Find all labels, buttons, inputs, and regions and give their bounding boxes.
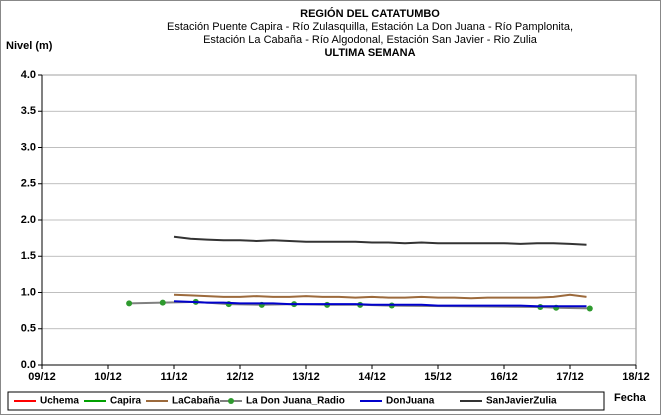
y-axis-label: Nivel (m)	[6, 40, 53, 52]
legend-label: La Don Juana_Radio	[246, 396, 345, 407]
series-line	[173, 235, 587, 246]
legend-marker	[228, 398, 234, 404]
legend-label: SanJavierZulia	[486, 396, 557, 407]
y-tick-label: 0.5	[21, 323, 36, 335]
legend-box	[7, 391, 605, 411]
x-tick-label: 09/12	[28, 371, 56, 383]
y-tick-label: 2.0	[21, 214, 36, 226]
y-tick-label: 4.0	[21, 69, 36, 81]
legend-label: Uchema	[40, 396, 79, 407]
chart-subtitle: Estación Puente Capira - Río Zulasquilla…	[167, 21, 573, 33]
y-tick-label: 3.5	[21, 105, 36, 117]
chart-subtitle: ULTIMA SEMANA	[324, 47, 415, 59]
x-tick-label: 11/12	[161, 371, 188, 383]
x-tick-label: 13/12	[292, 371, 320, 383]
x-tick-label: 14/12	[358, 371, 386, 383]
chart-title: REGIÓN DEL CATATUMBO	[300, 7, 440, 20]
x-tick-label: 18/12	[622, 371, 650, 383]
series-marker	[586, 305, 593, 312]
legend-label: Capira	[110, 396, 142, 407]
x-tick-label: 10/12	[94, 371, 122, 383]
y-tick-label: 1.0	[21, 286, 36, 298]
y-tick-label: 0.0	[21, 359, 36, 371]
legend-label: LaCabaña	[172, 396, 220, 407]
y-tick-label: 3.0	[21, 141, 36, 153]
series-marker	[126, 300, 133, 307]
y-tick-label: 1.5	[21, 250, 36, 262]
series-line	[173, 300, 587, 308]
x-axis-label: Fecha	[614, 392, 647, 404]
series-line	[173, 293, 587, 300]
x-tick-label: 12/12	[226, 371, 254, 383]
y-tick-label: 2.5	[21, 178, 36, 190]
x-tick-label: 15/12	[424, 371, 452, 383]
legend-label: DonJuana	[386, 396, 435, 407]
chart-subtitle: Estación La Cabaña - Río Algodonal, Esta…	[203, 34, 538, 46]
x-tick-label: 17/12	[556, 371, 584, 383]
series-marker	[159, 299, 166, 306]
x-tick-label: 16/12	[490, 371, 518, 383]
